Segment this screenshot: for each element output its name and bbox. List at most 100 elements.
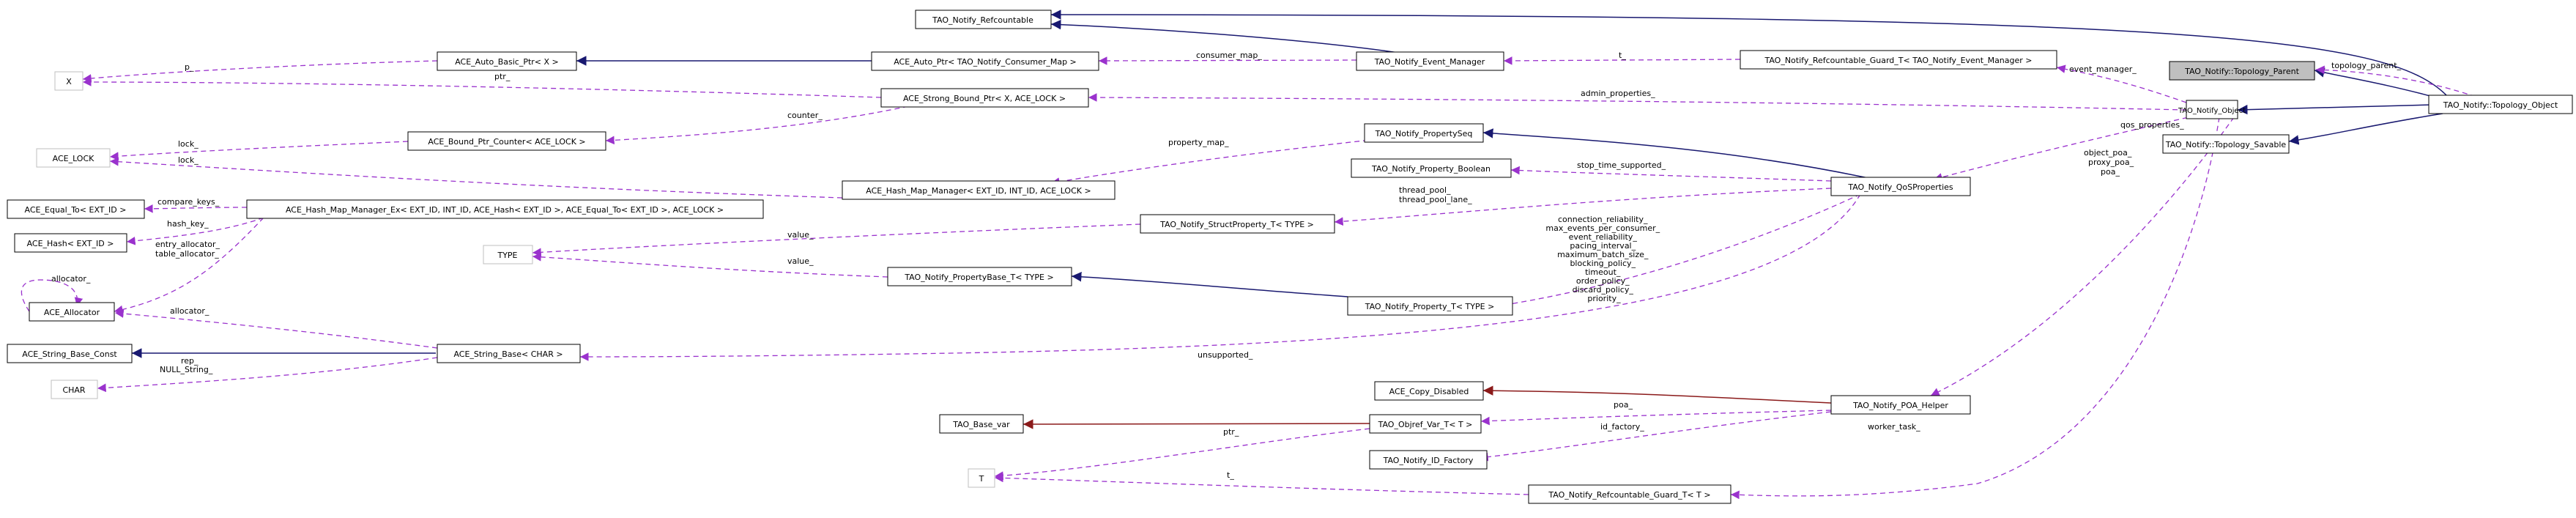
node-notify-object[interactable]: TAO_Notify_Object	[2178, 100, 2246, 119]
edge-lock1	[109, 141, 409, 161]
svg-text:TAO_Notify::Topology_Savable: TAO_Notify::Topology_Savable	[2165, 140, 2287, 149]
edge-ptr-x	[82, 78, 882, 98]
svg-text:TAO_Notify_StructProperty_T< T: TAO_Notify_StructProperty_T< TYPE >	[1159, 220, 1314, 229]
node-string-base[interactable]: ACE_String_Base< CHAR >	[437, 344, 581, 363]
svg-text:ACE_Auto_Ptr< TAO_Notify_Consu: ACE_Auto_Ptr< TAO_Notify_Consumer_Map >	[894, 57, 1077, 67]
node-poa-helper[interactable]: TAO_Notify_POA_Helper	[1830, 395, 1971, 415]
edge-p	[82, 60, 438, 83]
svg-text:X: X	[66, 77, 72, 86]
edge-topology-object-to-topology-parent	[2314, 67, 2436, 98]
node-copy-disabled[interactable]: ACE_Copy_Disabled	[1374, 381, 1484, 401]
svg-text:TYPE: TYPE	[497, 251, 517, 260]
svg-text:TAO_Base_var: TAO_Base_var	[952, 420, 1010, 429]
node-ace-hash[interactable]: ACE_Hash< EXT_ID >	[14, 233, 127, 253]
edge-qos-to-property-seq	[1482, 128, 1876, 180]
svg-text:TAO_Notify::Topology_Parent: TAO_Notify::Topology_Parent	[2184, 67, 2299, 76]
edge-label-worker-task: worker_task_	[1868, 422, 1920, 432]
edge-compare-keys	[144, 204, 248, 213]
svg-text:TAO_Notify_PropertySeq: TAO_Notify_PropertySeq	[1375, 129, 1473, 138]
node-ace-lock[interactable]: ACE_LOCK	[36, 148, 111, 168]
svg-text:ACE_Auto_Basic_Ptr< X >: ACE_Auto_Basic_Ptr< X >	[455, 57, 559, 67]
svg-text:ACE_Equal_To< EXT_ID >: ACE_Equal_To< EXT_ID >	[25, 205, 127, 215]
node-type[interactable]: TYPE	[483, 245, 533, 264]
svg-text:T: T	[979, 474, 984, 484]
node-id-factory[interactable]: TAO_Notify_ID_Factory	[1369, 450, 1488, 470]
node-topology-savable[interactable]: TAO_Notify::Topology_Savable	[2162, 134, 2290, 154]
edge-label-topology-parent: topology_parent_	[2331, 61, 2402, 70]
node-struct-property[interactable]: TAO_Notify_StructProperty_T< TYPE >	[1140, 214, 1335, 234]
edge-label-rep-null: rep_ NULL_String_	[160, 356, 213, 374]
node-property-t[interactable]: TAO_Notify_Property_T< TYPE >	[1347, 296, 1513, 316]
edge-label-consumer-map: consumer_map_	[1196, 51, 1262, 60]
edge-counter	[605, 106, 909, 145]
node-guard-event-manager[interactable]: TAO_Notify_Refcountable_Guard_T< TAO_Not…	[1740, 50, 2057, 70]
edge-t-event-manager	[1503, 56, 1741, 65]
edge-topology-object-to-topology-savable	[2288, 113, 2443, 145]
edge-poa	[1480, 410, 1832, 426]
edge-event-manager-to-refcountable	[1050, 19, 1414, 56]
node-guard-t[interactable]: TAO_Notify_Refcountable_Guard_T< T >	[1528, 484, 1731, 504]
svg-text:ACE_Allocator: ACE_Allocator	[44, 308, 100, 317]
svg-text:ACE_Hash_Map_Manager< EXT_ID,: ACE_Hash_Map_Manager< EXT_ID, INT_ID, AC…	[866, 186, 1091, 196]
node-string-base-const[interactable]: ACE_String_Base_Const	[7, 344, 133, 363]
edge-topology-object-to-refcountable	[1050, 10, 2447, 96]
edge-hash-key	[126, 217, 264, 245]
node-ace-allocator[interactable]: ACE_Allocator	[29, 302, 115, 322]
svg-text:ACE_Bound_Ptr_Counter< ACE_LOC: ACE_Bound_Ptr_Counter< ACE_LOCK >	[428, 137, 585, 147]
svg-text:ACE_Copy_Disabled: ACE_Copy_Disabled	[1389, 387, 1469, 396]
edge-label-t-t: t_	[1227, 470, 1234, 480]
edge-label-qos-members: connection_reliability_ max_events_per_c…	[1545, 215, 1662, 303]
svg-text:TAO_Notify_Refcountable_Guard_: TAO_Notify_Refcountable_Guard_T< T >	[1548, 490, 1710, 500]
node-equal-to[interactable]: ACE_Equal_To< EXT_ID >	[7, 199, 145, 219]
edge-topology-parent	[2315, 65, 2476, 97]
node-auto-basic-ptr[interactable]: ACE_Auto_Basic_Ptr< X >	[437, 51, 577, 71]
edge-unsupported	[579, 193, 1861, 361]
node-char[interactable]: CHAR	[51, 380, 98, 399]
svg-text:TAO_Notify_Event_Manager: TAO_Notify_Event_Manager	[1374, 57, 1485, 67]
edge-label-allocators: entry_allocator_ table_allocator_	[155, 240, 223, 259]
node-base-var[interactable]: TAO_Base_var	[939, 414, 1024, 434]
edge-label-p: p_	[185, 62, 194, 72]
edge-label-property-map: property_map_	[1168, 138, 1229, 147]
edge-label-thread-pool: thread_pool_ thread_pool_lane_	[1399, 185, 1472, 204]
node-property-seq[interactable]: TAO_Notify_PropertySeq	[1364, 123, 1484, 143]
node-qos-properties[interactable]: TAO_Notify_QoSProperties	[1830, 177, 1971, 196]
node-topology-parent[interactable]: TAO_Notify::Topology_Parent	[2169, 61, 2315, 81]
svg-text:TAO_Notify::Topology_Object: TAO_Notify::Topology_Object	[2443, 100, 2558, 110]
edge-thread-pool	[1334, 188, 1832, 226]
edge-label-value1: value_	[787, 230, 814, 240]
edge-t-t	[994, 473, 1529, 495]
node-topology-object[interactable]: TAO_Notify::Topology_Object	[2428, 95, 2573, 114]
edge-stop-time-supported	[1510, 166, 1832, 182]
node-strong-bound-ptr[interactable]: ACE_Strong_Bound_Ptr< X, ACE_LOCK >	[880, 88, 1089, 108]
node-t[interactable]: T	[968, 468, 995, 488]
node-refcountable[interactable]: TAO_Notify_Refcountable	[915, 10, 1052, 29]
node-x[interactable]: X	[54, 71, 83, 91]
edge-label-lock1: lock_	[178, 139, 198, 149]
node-hash-map-manager-ex[interactable]: ACE_Hash_Map_Manager_Ex< EXT_ID, INT_ID,…	[246, 199, 764, 219]
svg-text:ACE_Hash< EXT_ID >: ACE_Hash< EXT_ID >	[27, 239, 114, 248]
edge-label-admin-properties: admin_properties_	[1581, 89, 1655, 98]
svg-text:TAO_Notify_Object: TAO_Notify_Object	[2178, 107, 2246, 115]
svg-text:ACE_String_Base_Const: ACE_String_Base_Const	[22, 349, 117, 359]
svg-text:TAO_Notify_QoSProperties: TAO_Notify_QoSProperties	[1847, 182, 1953, 192]
svg-text:TAO_Notify_Property_Boolean: TAO_Notify_Property_Boolean	[1371, 164, 1491, 174]
node-property-base[interactable]: TAO_Notify_PropertyBase_T< TYPE >	[887, 267, 1072, 286]
edge-value1	[532, 223, 1141, 257]
edge-labels: p_ ptr_ consumer_map_ t_ event_manager_ …	[51, 51, 2402, 480]
nodes: TAO_Notify_Refcountable X ACE_Auto_Basic…	[7, 10, 2573, 504]
node-property-boolean[interactable]: TAO_Notify_Property_Boolean	[1351, 158, 1512, 178]
edge-label-t-event-manager: t_	[1619, 51, 1626, 60]
node-object-var[interactable]: TAO_Objref_Var_T< T >	[1369, 414, 1482, 434]
node-auto-ptr-consumer-map[interactable]: ACE_Auto_Ptr< TAO_Notify_Consumer_Map >	[871, 51, 1099, 71]
edge-value2	[532, 252, 888, 278]
node-hash-map-manager[interactable]: ACE_Hash_Map_Manager< EXT_ID, INT_ID, AC…	[842, 180, 1116, 200]
edge-topology-object-to-notify-object	[2237, 104, 2432, 115]
edge-ptr-t	[994, 428, 1370, 481]
node-event-manager[interactable]: TAO_Notify_Event_Manager	[1356, 51, 1504, 71]
node-bound-ptr-counter[interactable]: ACE_Bound_Ptr_Counter< ACE_LOCK >	[407, 131, 606, 151]
edge-label-poa: poa_	[1614, 400, 1633, 410]
edge-id-factory	[1479, 411, 1832, 462]
edge-poa-helper-members	[1930, 116, 2235, 396]
